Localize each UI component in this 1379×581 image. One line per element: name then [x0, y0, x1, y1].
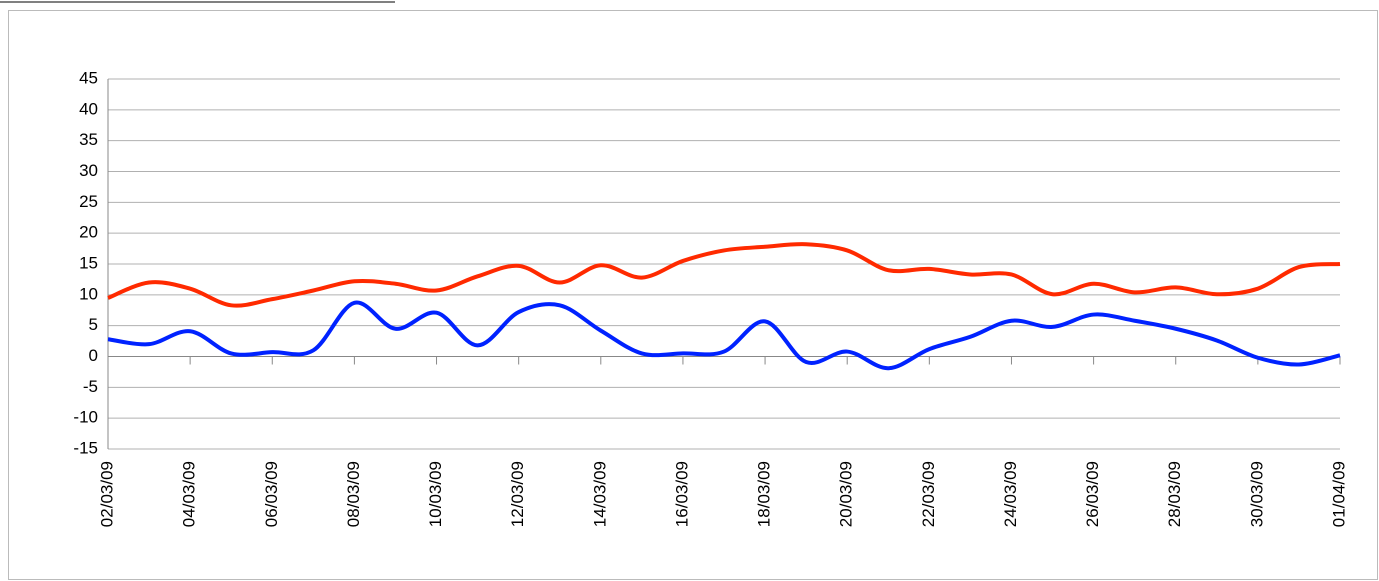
y-tick-label: 5 [89, 315, 98, 334]
x-tick-label: 10/03/09 [426, 461, 445, 527]
x-tick-label: 06/03/09 [262, 461, 281, 527]
x-tick-label: 30/03/09 [1247, 461, 1266, 527]
x-tick-label: 28/03/09 [1165, 461, 1184, 527]
series-line [107, 300, 1341, 371]
x-tick-label: 26/03/09 [1083, 461, 1102, 527]
x-tick-label: 08/03/09 [344, 461, 363, 527]
y-tick-label: 15 [79, 253, 98, 272]
x-tick-label: 16/03/09 [672, 461, 691, 527]
x-tick-label: 14/03/09 [590, 461, 609, 527]
x-tick-label: 12/03/09 [508, 461, 527, 527]
y-tick-label: 45 [79, 68, 98, 87]
x-tick-label: 18/03/09 [755, 461, 774, 527]
y-tick-label: -10 [73, 408, 98, 427]
x-tick-label: 22/03/09 [919, 461, 938, 527]
y-tick-label: 20 [79, 223, 98, 242]
x-tick-label: 24/03/09 [1001, 461, 1020, 527]
y-tick-label: 25 [79, 192, 98, 211]
y-tick-label: -15 [73, 438, 98, 457]
x-tick-label: 04/03/09 [180, 461, 199, 527]
series-line [107, 242, 1341, 308]
y-tick-label: 40 [79, 99, 98, 118]
x-tick-label: 02/03/09 [97, 461, 116, 527]
y-tick-label: 10 [79, 284, 98, 303]
y-tick-label: 0 [89, 346, 98, 365]
y-tick-label: 35 [79, 130, 98, 149]
x-tick-label: 01/04/09 [1329, 461, 1348, 527]
chart-frame [8, 10, 1378, 580]
x-tick-label: 20/03/09 [837, 461, 856, 527]
y-tick-label: -5 [83, 377, 98, 396]
y-tick-label: 30 [79, 161, 98, 180]
